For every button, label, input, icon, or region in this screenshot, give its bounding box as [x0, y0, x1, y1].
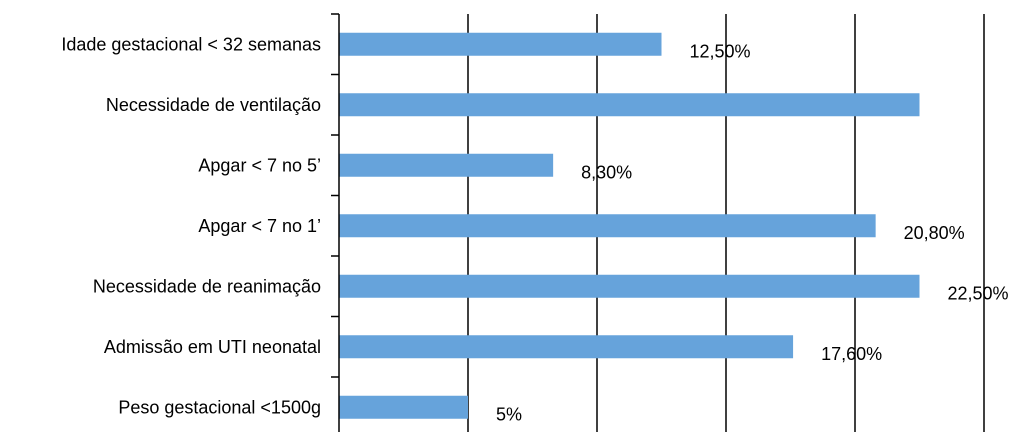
bar-5: [339, 274, 920, 298]
category-label-1: Idade gestacional < 32 semanas: [61, 34, 321, 54]
category-label-4: Apgar < 7 no 1’: [198, 216, 321, 236]
category-label-2: Necessidade de ventilação: [106, 95, 321, 115]
value-label-3: 8,30%: [581, 162, 632, 182]
value-label-1: 12,50%: [690, 41, 751, 61]
y-axis: [331, 13, 340, 432]
value-label-7: 5%: [496, 404, 522, 424]
category-label-5: Necessidade de reanimação: [93, 276, 321, 296]
category-label-3: Apgar < 7 no 5’: [198, 155, 321, 175]
category-labels: Idade gestacional < 32 semanas Necessidad…: [61, 34, 321, 417]
bar-3: [339, 153, 554, 177]
value-label-4: 20,80%: [904, 223, 965, 243]
value-label-5: 22,50%: [948, 283, 1009, 303]
bar-1: [339, 32, 662, 56]
category-label-7: Peso gestacional <1500g: [118, 397, 321, 417]
bar-4: [339, 214, 876, 238]
value-labels: 12,50% 8,30% 20,80% 22,50% 17,60% 5%: [496, 41, 1009, 424]
bar-7: [339, 395, 468, 419]
category-label-6: Admissão em UTI neonatal: [104, 337, 321, 357]
value-label-6: 17,60%: [821, 344, 882, 364]
bar-2: [339, 93, 920, 117]
bar-6: [339, 335, 794, 359]
bars: [339, 32, 920, 419]
